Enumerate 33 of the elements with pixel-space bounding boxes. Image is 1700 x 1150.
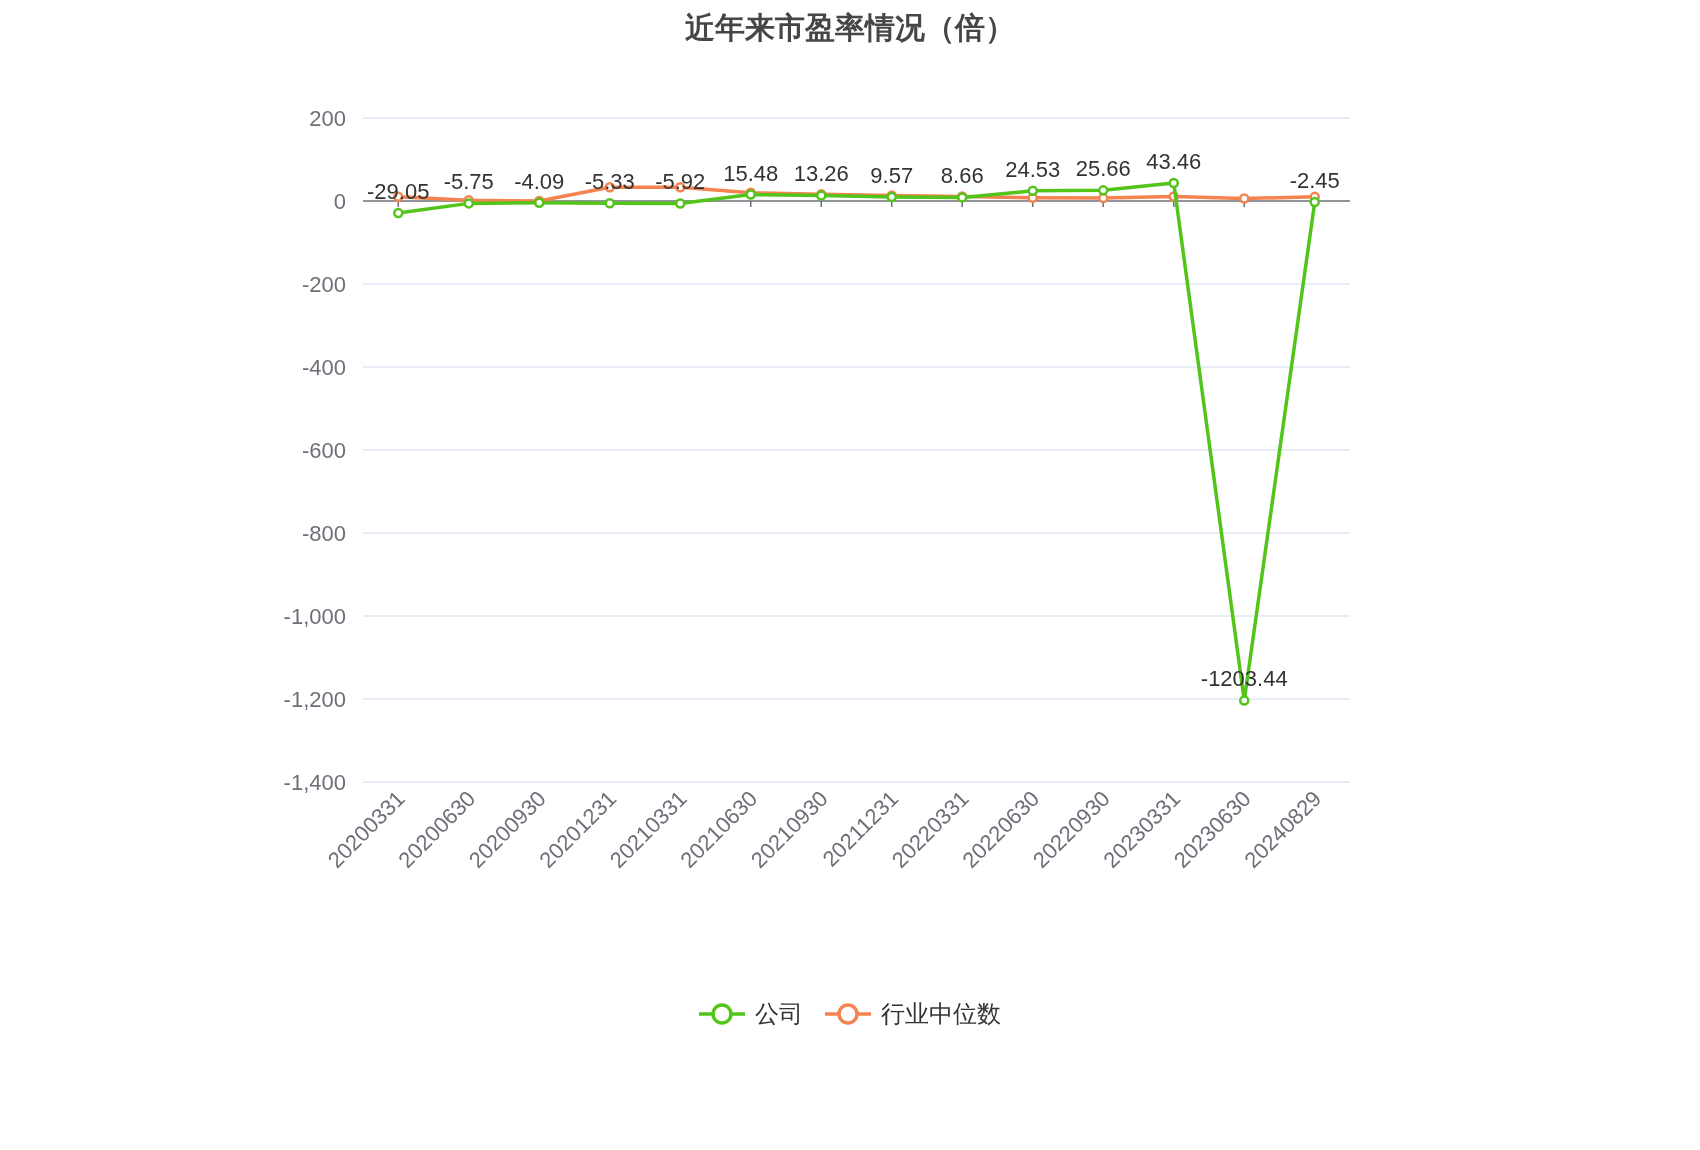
legend-label: 行业中位数 bbox=[881, 1000, 1001, 1027]
y-tick-label: -1,400 bbox=[283, 770, 346, 795]
point bbox=[1098, 185, 1109, 196]
data-label: 15.48 bbox=[723, 160, 779, 186]
point bbox=[463, 198, 474, 209]
data-label: -29.05 bbox=[367, 179, 430, 205]
y-tick-label: 0 bbox=[333, 189, 346, 214]
point bbox=[1027, 185, 1038, 197]
y-tick-label: 200 bbox=[309, 106, 346, 131]
point bbox=[393, 207, 404, 219]
y-tick-label: -400 bbox=[301, 355, 346, 380]
point bbox=[1239, 193, 1250, 204]
y-tick-label: -1,000 bbox=[283, 604, 346, 629]
point bbox=[675, 198, 686, 209]
data-label: -4.09 bbox=[514, 168, 565, 194]
data-label: -5.75 bbox=[443, 169, 494, 195]
data-label: 43.46 bbox=[1146, 148, 1202, 174]
data-label: 24.53 bbox=[1005, 156, 1061, 182]
y-tick-label: -600 bbox=[301, 438, 346, 463]
data-label: 13.26 bbox=[793, 161, 849, 187]
point bbox=[1309, 196, 1320, 208]
data-label: 8.66 bbox=[940, 163, 984, 189]
y-tick-label: -200 bbox=[301, 272, 346, 297]
point bbox=[1239, 695, 1250, 706]
y-tick-label: -800 bbox=[301, 521, 346, 546]
data-label: 9.57 bbox=[870, 163, 914, 189]
point bbox=[1168, 177, 1179, 189]
point bbox=[604, 197, 615, 209]
legend-label: 公司 bbox=[755, 1000, 803, 1027]
chart-title: 近年来市盈率情况（倍） bbox=[685, 11, 1015, 44]
y-tick-label: -1,200 bbox=[283, 687, 346, 712]
data-label: -2.45 bbox=[1289, 168, 1340, 194]
data-label: 25.66 bbox=[1075, 156, 1131, 182]
